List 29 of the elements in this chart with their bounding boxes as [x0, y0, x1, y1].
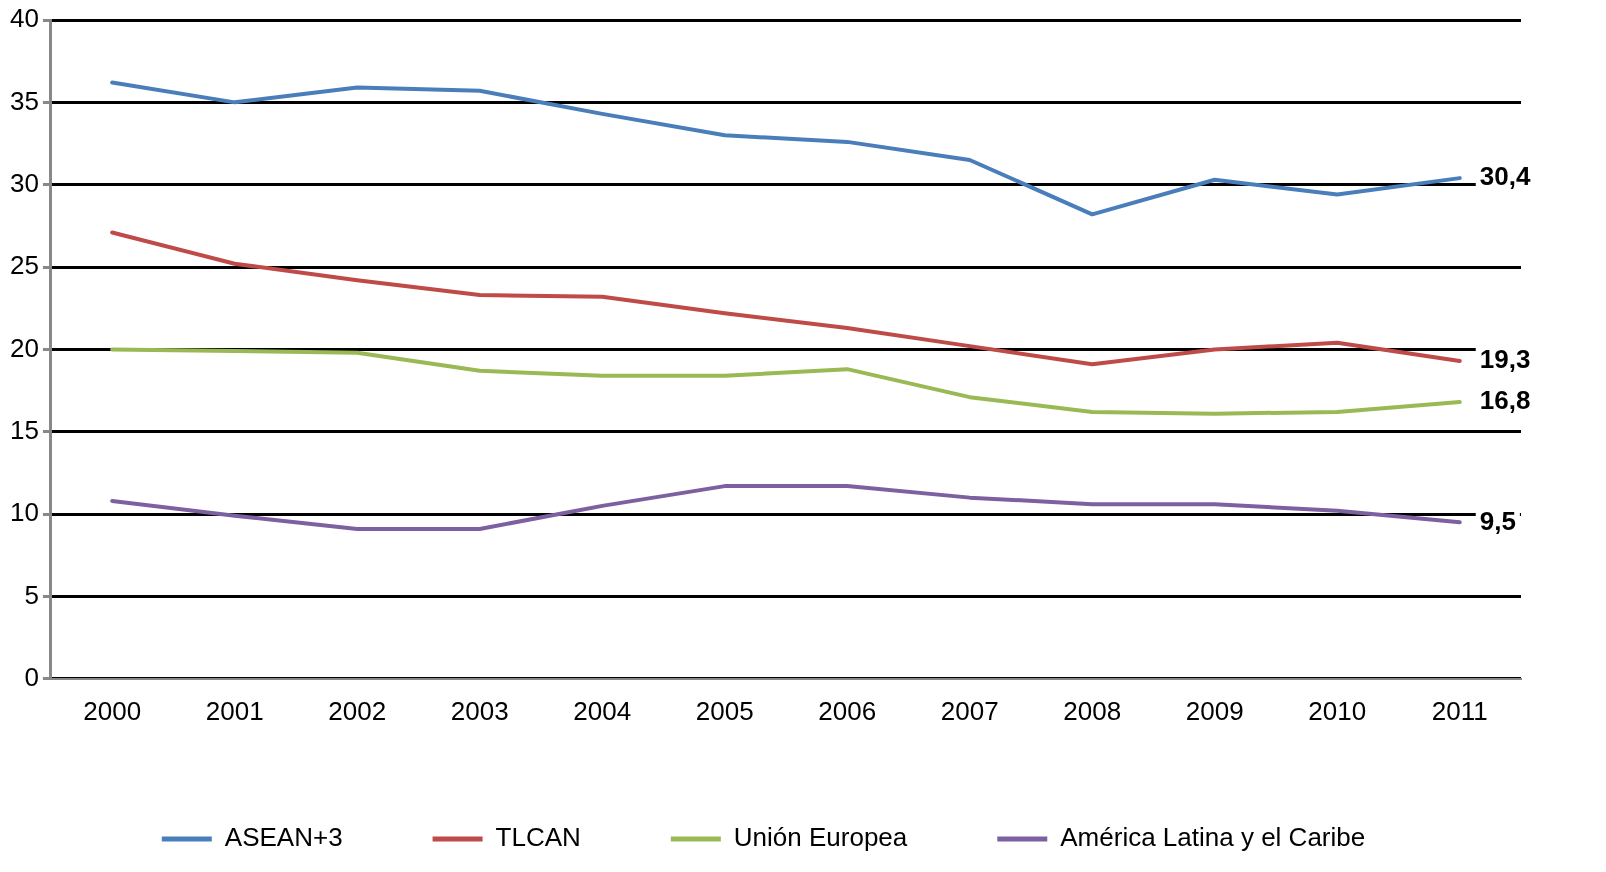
y-tick-label: 35 — [10, 85, 39, 116]
y-tick-label: 5 — [24, 579, 39, 610]
y-tick-label: 25 — [10, 250, 39, 281]
x-tick-label: 2011 — [1431, 695, 1488, 726]
y-tick-label: 15 — [10, 414, 39, 445]
x-tick-label: 2006 — [818, 695, 877, 726]
x-tick-label: 2007 — [940, 695, 999, 726]
x-tick-label: 2002 — [328, 695, 387, 726]
legend-label: ASEAN+3 — [224, 822, 343, 853]
y-tick-label: 20 — [10, 332, 39, 363]
x-tick-label: 2003 — [450, 695, 509, 726]
x-tick-label: 2010 — [1308, 695, 1367, 726]
data-label: 16,8 — [1479, 385, 1531, 416]
legend-label: América Latina y el Caribe — [1060, 822, 1366, 853]
y-tick-label: 40 — [10, 3, 39, 34]
x-tick-label: 2000 — [83, 695, 142, 726]
data-label: 19,3 — [1479, 344, 1531, 375]
x-tick-label: 2009 — [1185, 695, 1244, 726]
y-tick-label: 10 — [10, 497, 39, 528]
data-label: 30,4 — [1479, 161, 1531, 192]
y-tick-label: 0 — [24, 661, 39, 692]
legend-label: TLCAN — [495, 822, 581, 853]
data-label: 9,5 — [1479, 505, 1516, 536]
legend-label: Unión Europea — [733, 822, 908, 853]
x-tick-label: 2004 — [573, 695, 632, 726]
x-tick-label: 2008 — [1063, 695, 1122, 726]
x-tick-label: 2001 — [205, 695, 264, 726]
x-tick-label: 2005 — [695, 695, 754, 726]
y-tick-label: 30 — [10, 167, 39, 198]
